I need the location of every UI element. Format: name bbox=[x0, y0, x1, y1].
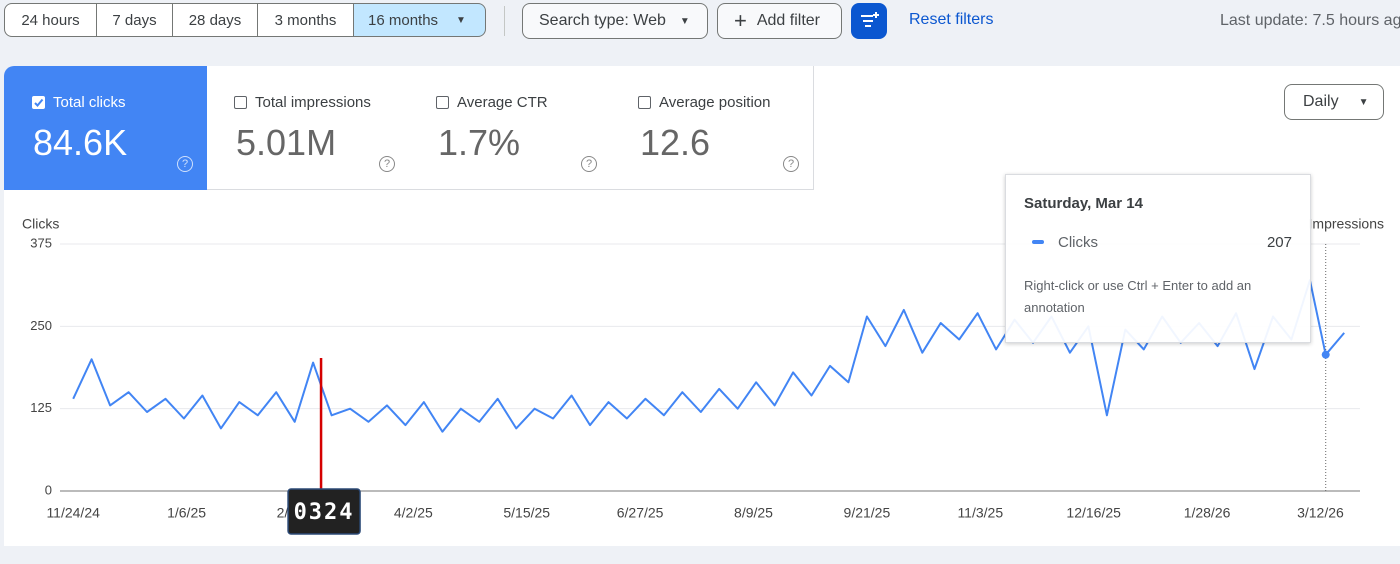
x-tick-label: 8/9/25 bbox=[734, 505, 773, 521]
metric-value: 84.6K bbox=[33, 122, 128, 163]
checkbox bbox=[234, 96, 247, 109]
search-type[interactable]: Search type: Web ▼ bbox=[522, 3, 708, 39]
range-chip[interactable]: 28 days bbox=[172, 3, 258, 37]
x-tick-label: 11/3/25 bbox=[957, 505, 1003, 521]
metric-value: 5.01M bbox=[236, 122, 337, 163]
help-icon[interactable]: ? bbox=[783, 156, 799, 172]
annotation-label: 0324 bbox=[294, 500, 355, 525]
y-tick-label: 0 bbox=[45, 482, 52, 497]
x-tick-label: 6/27/25 bbox=[617, 505, 664, 521]
caret: ▼ bbox=[456, 14, 466, 26]
divider bbox=[504, 6, 505, 36]
checkbox bbox=[32, 96, 45, 109]
tooltip-value: 207 bbox=[1266, 234, 1292, 251]
label: 16 months bbox=[368, 11, 439, 29]
tooltip-note: Right-click or use Ctrl + Enter to add a… bbox=[1024, 278, 1252, 315]
x-tick-label: 11/24/24 bbox=[46, 505, 100, 521]
metric-label: Total impressions bbox=[255, 94, 371, 111]
metric-value: 12.6 bbox=[640, 122, 711, 163]
y-tick-label: 250 bbox=[30, 318, 52, 333]
hover-point bbox=[1321, 350, 1330, 359]
y-tick-label: 125 bbox=[30, 400, 52, 415]
help-icon[interactable]: ? bbox=[379, 156, 395, 172]
range-chip[interactable]: 7 days bbox=[96, 3, 173, 37]
label: Search type: Web bbox=[539, 12, 666, 29]
y-tick-label: 375 bbox=[30, 235, 52, 250]
plus: + bbox=[734, 8, 747, 33]
x-tick-label: 1/6/25 bbox=[167, 505, 206, 521]
x-tick-label: 4/2/25 bbox=[394, 505, 433, 521]
range-chip-selected[interactable]: 16 months ▼ bbox=[353, 3, 486, 37]
caret: ▼ bbox=[679, 15, 690, 27]
metric-card[interactable]: Average position 12.6 ? bbox=[611, 66, 814, 190]
filter-icon bbox=[861, 12, 879, 27]
checkbox bbox=[638, 96, 651, 109]
label: Add filter bbox=[756, 12, 820, 29]
x-tick-label: 1/28/26 bbox=[1184, 505, 1231, 521]
help-icon[interactable]: ? bbox=[581, 156, 597, 172]
metric-card[interactable]: Average CTR 1.7% ? bbox=[409, 66, 612, 190]
y2-axis-label: Impressions bbox=[1309, 216, 1384, 232]
tooltip-date: Saturday, Mar 14 bbox=[1024, 195, 1143, 212]
metric-label: Total clicks bbox=[53, 94, 126, 111]
add-filter[interactable]: + Add filter bbox=[717, 3, 842, 39]
x-tick-label: 12/16/25 bbox=[1066, 505, 1121, 521]
tooltip-series: Clicks bbox=[1058, 234, 1098, 251]
x-tick-label: 9/21/25 bbox=[844, 505, 891, 521]
granularity-select[interactable]: Daily ▼ bbox=[1284, 84, 1384, 120]
label: Daily bbox=[1303, 93, 1339, 110]
metric-label: Average CTR bbox=[457, 94, 548, 111]
tooltip: Saturday, Mar 14 Clicks 207 Right-click … bbox=[1005, 174, 1311, 343]
reset-filters[interactable]: Reset filters bbox=[909, 11, 994, 28]
x-tick-label: 3/12/26 bbox=[1297, 505, 1344, 521]
range-chip[interactable]: 24 hours bbox=[4, 3, 97, 37]
metric-value: 1.7% bbox=[438, 122, 521, 163]
help-icon[interactable]: ? bbox=[177, 156, 193, 172]
metric-card[interactable]: Total impressions 5.01M ? bbox=[207, 66, 410, 190]
x-tick-label: 5/15/25 bbox=[503, 505, 550, 521]
metric-card[interactable]: Total clicks 84.6K ? bbox=[4, 66, 207, 190]
checkbox bbox=[436, 96, 449, 109]
caret: ▼ bbox=[1358, 96, 1369, 108]
last-update: Last update: 7.5 hours ago bbox=[1220, 12, 1400, 29]
tooltip-swatch bbox=[1032, 240, 1044, 244]
annotation-box bbox=[287, 488, 361, 535]
range-chip[interactable]: 3 months bbox=[257, 3, 354, 37]
metric-label: Average position bbox=[659, 94, 771, 111]
filter-button[interactable] bbox=[851, 3, 887, 39]
y-axis-label: Clicks bbox=[22, 216, 59, 232]
